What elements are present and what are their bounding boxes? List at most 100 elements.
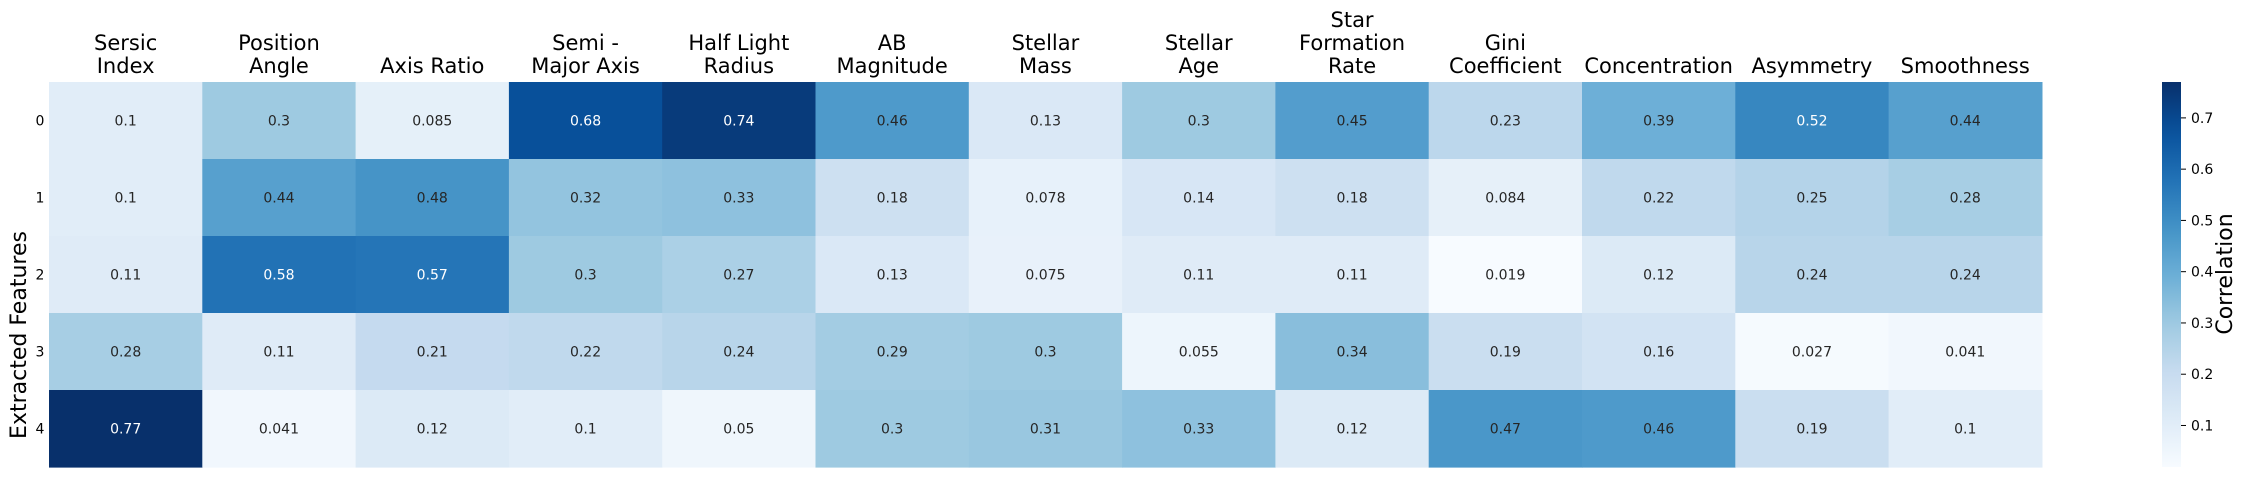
cell-value-label: 0.24 [1796, 268, 1827, 284]
cell-value-label: 0.3 [881, 422, 903, 438]
cell-value-label: 0.29 [877, 345, 908, 361]
heatmap-cell [968, 313, 1123, 391]
cell-value-label: 0.27 [723, 268, 754, 284]
cell-value-label: 0.085 [412, 114, 452, 130]
heatmap-cell [49, 236, 203, 314]
heatmap-cell [49, 159, 203, 237]
cell-value-label: 0.1 [115, 191, 137, 207]
heatmap-cell [1888, 82, 2043, 160]
cell-value-label: 0.1 [115, 114, 137, 130]
column-label: AB Magnitude [837, 31, 948, 78]
heatmap-cell [202, 390, 357, 468]
heatmap-cell [202, 159, 357, 237]
cell-value-label: 0.18 [877, 191, 908, 207]
colorbar-tick-label: 0.5 [2191, 213, 2213, 229]
heatmap-cell [1122, 159, 1276, 237]
column-label: Position Angle [238, 31, 320, 78]
y-axis-label: Extracted Features [7, 231, 32, 439]
row-label: 1 [36, 191, 45, 207]
column-label: Half Light Radius [688, 31, 789, 78]
heatmap-cell [815, 82, 970, 160]
column-label: Asymmetry [1752, 54, 1873, 78]
colorbar-gradient [2162, 82, 2181, 467]
column-label: Concentration [1584, 54, 1733, 78]
column-label: Smoothness [1901, 54, 2030, 78]
cell-value-label: 0.055 [1179, 345, 1219, 361]
cell-value-label: 0.47 [1490, 422, 1521, 438]
heatmap-cell [662, 82, 817, 160]
cell-value-label: 0.22 [1643, 191, 1674, 207]
heatmap-cell [1275, 159, 1430, 237]
heatmap-cell [49, 82, 203, 160]
heatmap-cell [1888, 313, 2043, 391]
heatmap-cell [355, 236, 510, 314]
heatmap-cell [1582, 159, 1736, 237]
cell-value-label: 0.075 [1025, 268, 1065, 284]
row-label: 3 [36, 345, 45, 361]
heatmap-cell [1582, 313, 1736, 391]
heatmap-cell [968, 390, 1123, 468]
cell-value-label: 0.19 [1796, 422, 1827, 438]
colorbar-tick-label: 0.4 [2191, 265, 2213, 281]
cell-value-label: 0.24 [1950, 268, 1981, 284]
heatmap-cell [355, 82, 510, 160]
column-label: Stellar Mass [1012, 31, 1080, 78]
heatmap-cells: 0.1 0.3 0.085 0.68 0.74 0.46 0.13 0.3 0.45 0.23 0.… [49, 82, 2043, 468]
heatmap-cell [1582, 82, 1736, 160]
cell-value-label: 0.58 [263, 268, 294, 284]
heatmap-cell [968, 159, 1123, 237]
cell-value-label: 0.28 [110, 345, 141, 361]
column-label: Semi -Major Axis [531, 31, 640, 78]
cell-value-label: 0.45 [1336, 114, 1367, 130]
heatmap-cell [815, 159, 970, 237]
cell-value-label: 0.041 [259, 422, 299, 438]
heatmap-cell [1275, 390, 1430, 468]
column-label: Gini Coefficient [1449, 31, 1562, 78]
heatmap-cell [1888, 159, 2043, 237]
cell-value-label: 0.25 [1796, 191, 1827, 207]
cell-value-label: 0.33 [1183, 422, 1214, 438]
colorbar: 0.1 0.2 0.3 0.4 0.5 0.6 0.7 [2162, 82, 2213, 467]
heatmap-cell [968, 236, 1123, 314]
cell-value-label: 0.11 [263, 345, 294, 361]
heatmap-cell [1428, 313, 1583, 391]
cell-value-label: 0.1 [1954, 422, 1976, 438]
heatmap-cell [1888, 390, 2043, 468]
column-label: Axis Ratio [380, 54, 484, 78]
cell-value-label: 0.12 [1336, 422, 1367, 438]
heatmap-cell [815, 390, 970, 468]
heatmap-cell [1428, 159, 1583, 237]
cell-value-label: 0.019 [1485, 268, 1525, 284]
heatmap-cell [355, 313, 510, 391]
heatmap-cell [508, 82, 663, 160]
cell-value-label: 0.16 [1643, 345, 1674, 361]
cell-value-label: 0.11 [110, 268, 141, 284]
row-label: 0 [36, 114, 45, 130]
cell-value-label: 0.13 [1030, 114, 1061, 130]
heatmap-cell [662, 313, 817, 391]
column-label: Sersic Index [94, 31, 157, 78]
cell-value-label: 0.3 [268, 114, 290, 130]
colorbar-tick-label: 0.3 [2191, 316, 2213, 332]
cell-value-label: 0.3 [1188, 114, 1210, 130]
heatmap-cell [1735, 313, 1890, 391]
cell-value-label: 0.14 [1183, 191, 1214, 207]
cell-value-label: 0.33 [723, 191, 754, 207]
heatmap-cell [815, 236, 970, 314]
cell-value-label: 0.3 [574, 268, 596, 284]
cell-value-label: 0.74 [723, 114, 754, 130]
cell-value-label: 0.027 [1792, 345, 1832, 361]
heatmap-cell [1275, 236, 1430, 314]
row-label: 4 [36, 422, 45, 438]
cell-value-label: 0.68 [570, 114, 601, 130]
cell-value-label: 0.28 [1950, 191, 1981, 207]
heatmap-cell [1122, 313, 1276, 391]
heatmap-cell [49, 313, 203, 391]
heatmap-cell [1888, 236, 2043, 314]
cell-value-label: 0.05 [723, 422, 754, 438]
heatmap-cell [815, 313, 970, 391]
heatmap-cell [1735, 159, 1890, 237]
heatmap-cell [968, 82, 1123, 160]
heatmap-cell [1428, 82, 1583, 160]
